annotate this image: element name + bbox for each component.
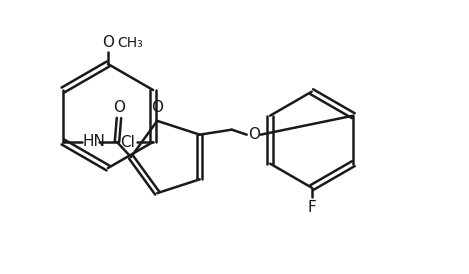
Text: O: O	[113, 100, 125, 115]
Text: CH₃: CH₃	[117, 36, 143, 50]
Text: O: O	[102, 35, 114, 50]
Text: HN: HN	[83, 135, 106, 150]
Text: O: O	[151, 100, 163, 115]
Text: F: F	[307, 200, 316, 215]
Text: O: O	[248, 127, 260, 142]
Text: Cl: Cl	[120, 135, 135, 150]
